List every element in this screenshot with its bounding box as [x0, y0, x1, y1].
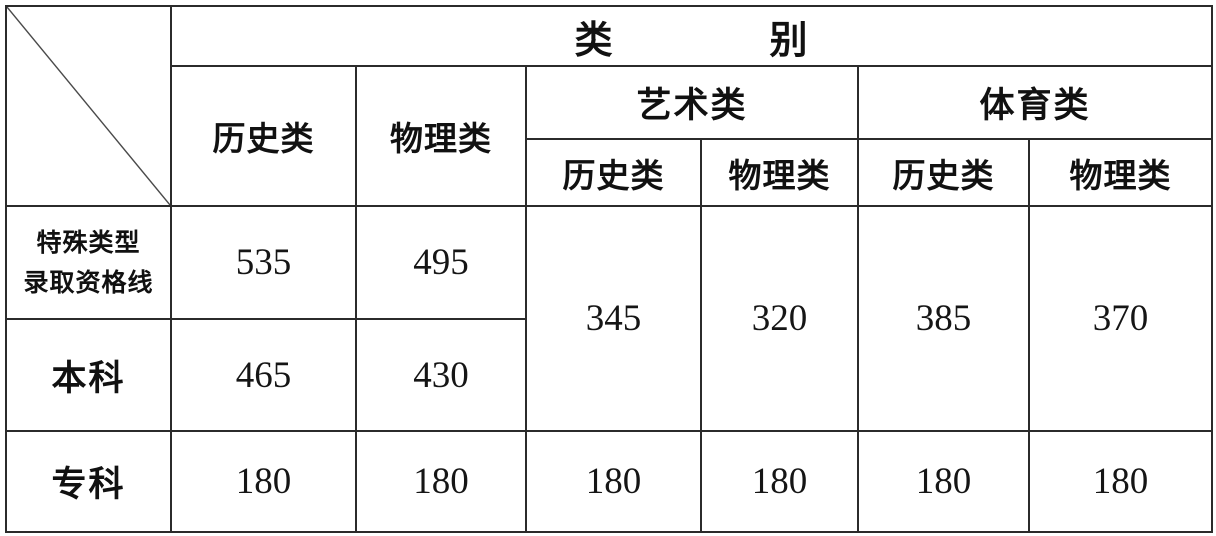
undergraduate-physics-score: 430	[355, 318, 527, 432]
arts-group-header: 艺术类	[525, 65, 859, 140]
arts-physics-merged-score: 320	[700, 205, 859, 432]
diagonal-line	[7, 7, 170, 205]
undergraduate-row-label: 本科	[5, 318, 172, 432]
college-history-score: 180	[170, 430, 357, 533]
sports-physics-subheader: 物理类	[1027, 138, 1214, 207]
arts-physics-subheader: 物理类	[700, 138, 859, 207]
arts-history-subheader: 历史类	[525, 138, 702, 207]
table-row-special-line: 特殊类型 录取资格线 535 495 345 320 385 370	[5, 205, 1214, 432]
special-physics-score: 495	[355, 205, 527, 320]
history-column-header: 历史类	[170, 65, 357, 207]
arts-history-merged-score: 345	[525, 205, 702, 432]
table-row-undergraduate: 本科 465 430	[5, 318, 1212, 432]
college-physics-score: 180	[355, 430, 527, 533]
special-history-score: 535	[170, 205, 357, 320]
college-sports-physics-score: 180	[1027, 430, 1214, 533]
sports-history-merged-score: 385	[857, 205, 1030, 432]
special-line-row-label: 特殊类型 录取资格线	[5, 205, 172, 320]
table-row-college: 专科 180 180 180 180 180 180	[5, 430, 1214, 533]
sports-physics-merged-score: 370	[1027, 205, 1214, 432]
special-line-label-line2: 录取资格线	[23, 267, 154, 297]
category-header: 类 别	[169, 5, 1214, 67]
score-line-table: 类 别 历史类 物理类 艺术类 体育类 历史类 物理类 历史类 物理类 特殊类型…	[5, 5, 1214, 533]
undergraduate-history-score: 465	[170, 318, 357, 432]
college-sports-history-score: 180	[857, 430, 1030, 533]
college-row-label: 专科	[5, 430, 172, 533]
special-line-label-line1: 特殊类型	[36, 227, 141, 257]
sports-group-header: 体育类	[856, 65, 1214, 140]
college-arts-history-score: 180	[525, 430, 702, 533]
sports-history-subheader: 历史类	[857, 138, 1030, 207]
corner-cell	[5, 5, 172, 207]
physics-column-header: 物理类	[355, 65, 527, 207]
college-arts-physics-score: 180	[700, 430, 859, 533]
